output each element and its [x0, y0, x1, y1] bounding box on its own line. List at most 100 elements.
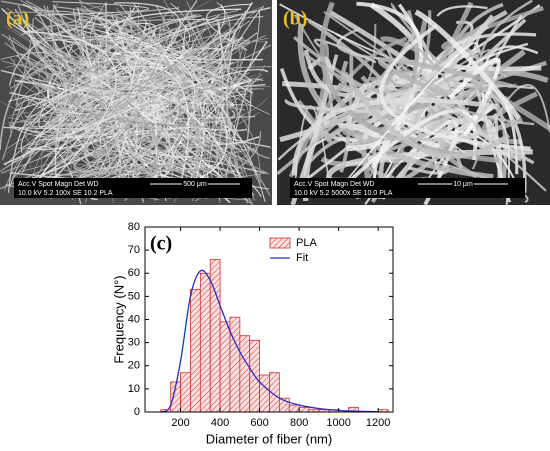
x-tick-label: 1000 [326, 417, 350, 429]
panel-label: (c) [150, 233, 172, 255]
fiber [56, 50, 216, 92]
fiber [98, 93, 200, 188]
legend-label: PLA [296, 237, 317, 249]
fiber [97, 21, 224, 104]
fiber [99, 0, 187, 117]
y-axis-label: Frequency (N°) [111, 275, 126, 363]
fiber [25, 79, 110, 127]
fiber [86, 101, 138, 198]
fiber [74, 0, 84, 91]
fiber [277, 31, 416, 176]
bar [229, 316, 241, 413]
scale-text: 500 μm [183, 181, 207, 188]
fiber [288, 36, 408, 178]
fiber [436, 5, 488, 17]
fiber [323, 11, 452, 92]
info-bar [14, 178, 252, 198]
fiber [114, 52, 195, 163]
fiber [137, 0, 264, 46]
fiber [33, 6, 111, 173]
y-tick-label: 80 [128, 221, 140, 233]
fiber [25, 107, 123, 137]
bar [288, 404, 300, 413]
panel-label: (a) [6, 8, 29, 30]
x-tick-label: 800 [290, 417, 308, 429]
fiber [31, 17, 105, 127]
y-tick-label: 60 [128, 267, 140, 279]
panel-label: (b) [283, 8, 307, 30]
y-tick-label: 30 [128, 337, 140, 349]
fit-line [160, 269, 379, 413]
bar [199, 272, 211, 413]
scale-text: 10 μm [453, 181, 473, 188]
histogram-chart: 0 10 20 30 40 50 60 70 80 200 400 600 800 1000 1200 Dia… [111, 221, 394, 446]
fiber [97, 79, 157, 174]
fiber [144, 5, 265, 194]
fiber [448, 57, 501, 138]
fiber [57, 46, 229, 111]
fiber [73, 147, 159, 180]
bar [190, 289, 201, 413]
x-tick-label: 400 [211, 417, 229, 429]
fiber [301, 10, 432, 94]
y-tick-label: 0 [134, 406, 140, 418]
fiber [342, 71, 511, 159]
y-tick-label: 40 [128, 313, 140, 325]
info-bar [290, 178, 525, 198]
fiber [212, 113, 239, 121]
fiber [1, 33, 57, 75]
y-tick-label: 50 [128, 290, 140, 302]
fiber [204, 141, 258, 180]
sem-image-a [0, 0, 272, 205]
fiber [24, 30, 117, 186]
fiber [94, 15, 131, 33]
fiber [206, 3, 252, 51]
fiber [4, 92, 248, 204]
fiber [379, 23, 531, 151]
fiber [66, 66, 220, 128]
fiber [74, 125, 201, 180]
y-tick-label: 10 [128, 383, 140, 395]
fiber [9, 28, 76, 86]
fiber [196, 38, 234, 187]
legend-swatch [269, 237, 291, 249]
fiber [68, 17, 134, 73]
info-header: Acc.V Spot Magn Det WD [294, 181, 375, 188]
fiber [78, 32, 171, 193]
fiber [127, 115, 160, 203]
info-values: 10.0 kV 5.2 5000x SE 10.0 PLA [294, 190, 393, 197]
fiber [186, 0, 232, 110]
fiber [6, 36, 250, 91]
x-tick-label: 600 [250, 417, 268, 429]
fiber [93, 22, 114, 204]
y-tick-label: 70 [128, 244, 140, 256]
fiber [74, 63, 195, 121]
fiber [20, 7, 180, 36]
fiber [123, 15, 232, 134]
fiber [93, 114, 139, 159]
fiber [89, 2, 208, 61]
fiber [80, 25, 161, 77]
fiber [390, 2, 473, 102]
fiber [122, 4, 203, 110]
info-values: 10.0 kV 5.2 100x SE 10.2 PLA [18, 190, 113, 197]
fiber [297, 99, 333, 144]
sem-image-b [277, 0, 550, 205]
x-tick-label: 1200 [366, 417, 390, 429]
fiber [36, 83, 254, 154]
fiber [188, 21, 202, 92]
fiber [10, 57, 110, 157]
bar [239, 335, 251, 413]
fiber [369, 137, 446, 148]
fiber [75, 92, 108, 178]
legend-label: Fit [296, 252, 308, 264]
bar [259, 374, 270, 413]
fiber [131, 78, 227, 98]
fiber [154, 20, 210, 160]
fiber [228, 134, 271, 196]
bar [298, 406, 310, 413]
fiber [109, 22, 232, 192]
bar [180, 372, 191, 413]
fiber [10, 27, 207, 185]
